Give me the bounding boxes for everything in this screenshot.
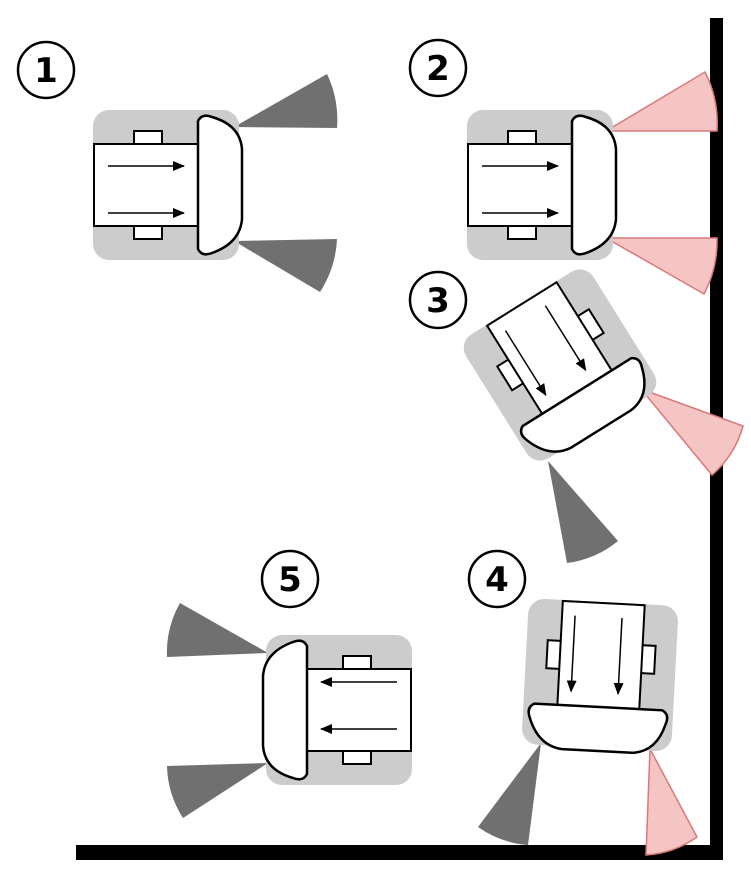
- step-badge-1: 1: [16, 40, 76, 100]
- sensor-cone-icon: [603, 70, 718, 132]
- step-badge-5: 5: [260, 549, 320, 609]
- sensor-cone-icon: [478, 743, 541, 845]
- step-badge-4: 4: [467, 549, 527, 609]
- robot-top-view-icon: [93, 110, 242, 260]
- robot-top-view-icon: [458, 263, 664, 469]
- robot-top-view-icon: [521, 598, 679, 755]
- step-number: 3: [426, 281, 450, 321]
- sensor-cone-icon: [234, 239, 337, 292]
- sensor-cone-icon: [645, 746, 698, 856]
- step-number: 5: [278, 560, 302, 600]
- sensor-cone-icon: [167, 763, 268, 818]
- step-badge-2: 2: [408, 38, 468, 98]
- robot-4-group: [478, 598, 698, 856]
- robot-2-group: [467, 70, 718, 296]
- robot-top-view-icon: [467, 110, 616, 260]
- sensor-cone-icon: [548, 461, 618, 563]
- robot-top-view-icon: [263, 635, 412, 785]
- robot-3-group: [458, 263, 744, 563]
- sensor-cone-icon: [603, 237, 718, 296]
- sensor-cone-icon: [638, 387, 744, 477]
- robot-5-group: [166, 603, 412, 818]
- step-number: 1: [34, 51, 58, 91]
- sensor-cone-icon: [234, 74, 338, 128]
- robot-1-group: [93, 74, 338, 292]
- step-number: 4: [485, 560, 509, 600]
- step-badge-3: 3: [408, 270, 468, 330]
- step-number: 2: [426, 49, 450, 89]
- sensor-cone-icon: [166, 603, 268, 657]
- bottom-wall: [76, 845, 723, 860]
